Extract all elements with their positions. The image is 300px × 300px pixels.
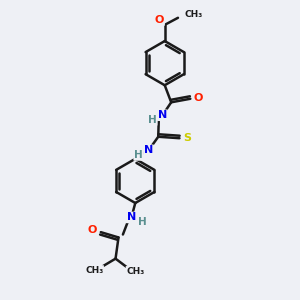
Text: H: H — [134, 150, 143, 160]
Text: CH₃: CH₃ — [184, 10, 203, 19]
Text: S: S — [184, 133, 192, 142]
Text: CH₃: CH₃ — [126, 266, 144, 275]
Text: N: N — [144, 145, 153, 155]
Text: H: H — [138, 217, 146, 226]
Text: H: H — [148, 115, 157, 125]
Text: N: N — [158, 110, 167, 120]
Text: O: O — [88, 225, 97, 236]
Text: CH₃: CH₃ — [85, 266, 103, 274]
Text: O: O — [193, 93, 203, 103]
Text: N: N — [127, 212, 136, 222]
Text: O: O — [155, 15, 164, 25]
